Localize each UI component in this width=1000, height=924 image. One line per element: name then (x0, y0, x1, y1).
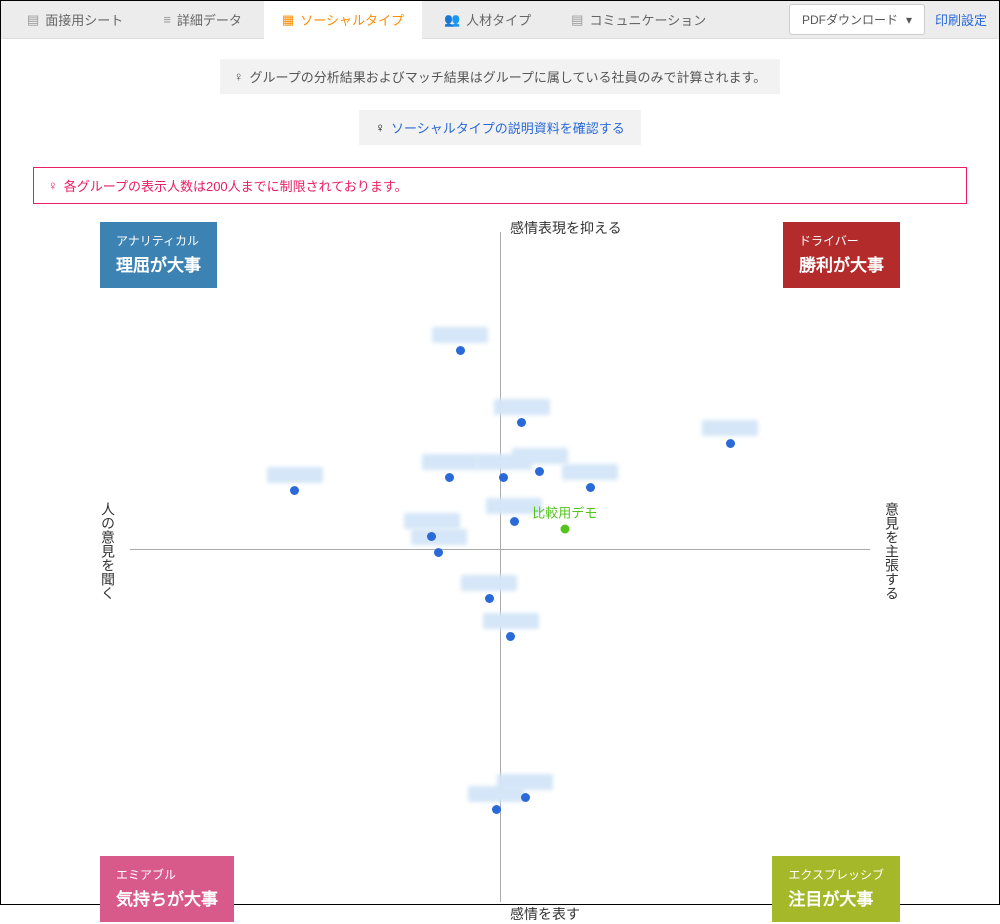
data-point (512, 448, 568, 476)
quad-main: 理屈が大事 (116, 256, 201, 275)
point-label (512, 448, 568, 464)
point-dot (492, 805, 501, 814)
data-point (461, 575, 517, 603)
quad-main: 勝利が大事 (799, 256, 884, 275)
axis-label-right: 意見を主張する (882, 502, 902, 600)
quad-main: 気持ちが大事 (116, 890, 218, 909)
warning-text: 各グループの表示人数は200人までに制限されております。 (64, 176, 408, 195)
quad-sub: ドライバー (799, 232, 884, 249)
doc-link-banner: ♀ ソーシャルタイプの説明資料を確認する (359, 110, 641, 145)
list-icon: ≡ (163, 12, 171, 27)
point-dot (445, 473, 454, 482)
tab-communication[interactable]: ▤ コミュニケーション (553, 1, 724, 39)
point-label (422, 454, 478, 470)
data-point (404, 513, 460, 541)
data-point (562, 464, 618, 492)
data-point (497, 774, 553, 802)
bulb-icon: ♀ (234, 69, 244, 84)
chevron-down-icon: ▾ (906, 13, 912, 27)
axis-label-top: 感情表現を抑える (510, 218, 622, 238)
point-label (404, 513, 460, 529)
point-label (702, 420, 758, 436)
data-point (494, 399, 550, 427)
point-label (461, 575, 517, 591)
highlight-point: 比較用デモ (532, 503, 597, 534)
data-point (483, 613, 539, 641)
quadrant-expressive: エクスプレッシブ注目が大事 (772, 856, 900, 922)
quadrant-driver: ドライバー勝利が大事 (783, 222, 900, 288)
content: ♀ グループの分析結果およびマッチ結果はグループに属している社員のみで計算されます… (1, 39, 999, 922)
grid-icon: ▦ (282, 12, 294, 28)
data-point (422, 454, 478, 482)
pdf-label: PDFダウンロード (802, 11, 898, 28)
point-dot (506, 632, 515, 641)
doc-link[interactable]: ソーシャルタイプの説明資料を確認する (391, 118, 625, 137)
point-label (432, 327, 488, 343)
point-dot (456, 346, 465, 355)
tab-bar: ▤ 面接用シート ≡ 詳細データ ▦ ソーシャルタイプ 👥 人材タイプ ▤ コミュニケーシ… (1, 1, 999, 39)
tab-label: ソーシャルタイプ (300, 10, 404, 29)
point-dot (499, 473, 508, 482)
social-type-chart: アナリティカル理屈が大事 ドライバー勝利が大事 エミアブル気持ちが大事 エクスプ… (100, 222, 900, 922)
quad-sub: エミアブル (116, 866, 218, 883)
bulb-icon: ♀ (48, 178, 58, 193)
data-point (432, 327, 488, 355)
pdf-download-dropdown[interactable]: PDFダウンロード ▾ (789, 4, 925, 35)
quad-sub: アナリティカル (116, 232, 201, 249)
point-dot (560, 525, 569, 534)
point-dot (485, 594, 494, 603)
print-settings-link[interactable]: 印刷設定 (935, 10, 987, 29)
data-point (267, 467, 323, 495)
tab-mensetsu[interactable]: ▤ 面接用シート (9, 1, 141, 39)
quadrant-analytical: アナリティカル理屈が大事 (100, 222, 217, 288)
tab-label: 面接用シート (45, 10, 123, 29)
info-gray-banner: ♀ グループの分析結果およびマッチ結果はグループに属している社員のみで計算されます… (220, 59, 781, 94)
doc-icon: ▤ (571, 12, 583, 28)
point-label: 比較用デモ (532, 503, 597, 522)
point-label (497, 774, 553, 790)
point-dot (521, 793, 530, 802)
point-dot (290, 486, 299, 495)
axis-label-bottom: 感情を表す (510, 904, 580, 924)
point-dot (434, 548, 443, 557)
point-dot (427, 532, 436, 541)
tab-label: コミュニケーション (589, 10, 706, 29)
bulb-icon: ♀ (375, 120, 385, 135)
point-label (267, 467, 323, 483)
tab-jinzai[interactable]: 👥 人材タイプ (426, 1, 549, 39)
warning-banner: ♀ 各グループの表示人数は200人までに制限されております。 (33, 167, 967, 204)
tab-shousai[interactable]: ≡ 詳細データ (145, 1, 260, 39)
point-dot (535, 467, 544, 476)
tab-social-type[interactable]: ▦ ソーシャルタイプ (264, 1, 422, 39)
people-icon: 👥 (444, 12, 460, 28)
point-dot (510, 517, 519, 526)
tab-label: 詳細データ (177, 10, 242, 29)
axis-label-left: 人の意見を聞く (98, 502, 118, 600)
point-label (562, 464, 618, 480)
info-text: グループの分析結果およびマッチ結果はグループに属している社員のみで計算されます。 (249, 67, 766, 86)
point-label (494, 399, 550, 415)
point-dot (726, 439, 735, 448)
point-label (483, 613, 539, 629)
topbar-right: PDFダウンロード ▾ 印刷設定 (789, 4, 991, 35)
point-dot (517, 418, 526, 427)
quad-main: 注目が大事 (788, 890, 873, 909)
quadrant-amiable: エミアブル気持ちが大事 (100, 856, 234, 922)
tab-label: 人材タイプ (466, 10, 531, 29)
point-dot (586, 483, 595, 492)
quad-sub: エクスプレッシブ (788, 866, 884, 883)
data-point (702, 420, 758, 448)
doc-icon: ▤ (27, 12, 39, 28)
